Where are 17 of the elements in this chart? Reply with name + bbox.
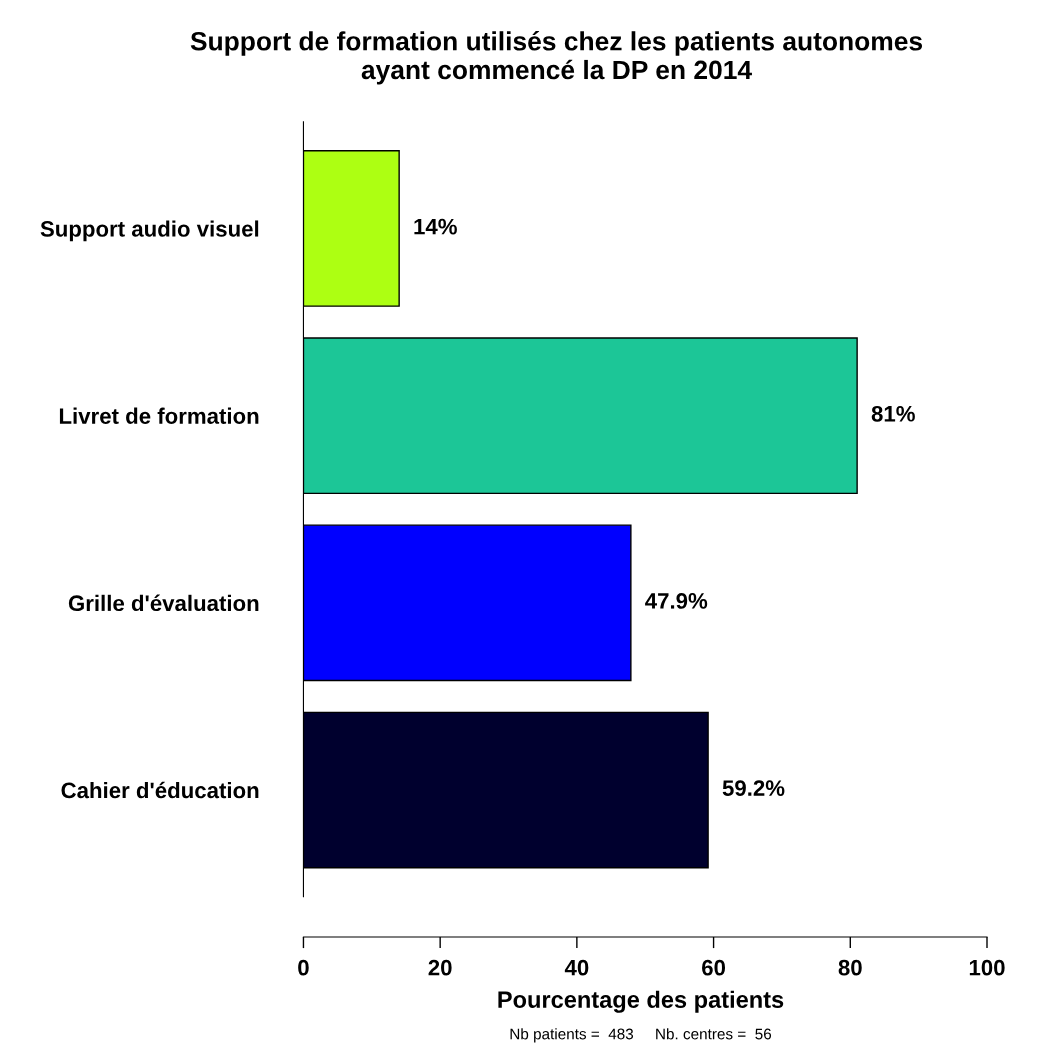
y-tick-label: Grille d'évaluation xyxy=(68,594,259,612)
x-tick-label: 100 xyxy=(969,959,1005,976)
y-tick-label: Cahier d'éducation xyxy=(61,781,259,799)
data-label: 14% xyxy=(414,218,457,235)
x-tick-label: 0 xyxy=(298,959,309,976)
data-label: 59.2% xyxy=(722,780,785,796)
chart-title: Support de formation utilisés chez les patients autonomes ayant commencé la DP en 2014 xyxy=(190,30,923,85)
y-tick-label: Support audio visuel xyxy=(40,220,259,242)
data-label: 81% xyxy=(871,405,915,422)
text: Nb patients = 483 Nb. centres = 56 xyxy=(510,1028,772,1043)
x-tick-label: 60 xyxy=(702,959,726,976)
x-axis-title: Pourcentage des patients xyxy=(498,990,784,1013)
y-tick-label: Livret de formation xyxy=(59,407,259,424)
data-label: 47.9% xyxy=(645,593,708,609)
x-tick-label: 80 xyxy=(838,959,862,976)
x-tick-label: 40 xyxy=(564,959,589,976)
x-tick-label: 20 xyxy=(428,959,452,976)
